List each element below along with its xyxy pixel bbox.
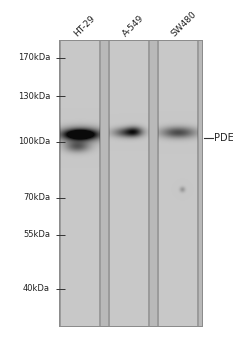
Text: A-549: A-549 [121,14,146,38]
Text: PDE4D: PDE4D [214,133,233,143]
Text: 70kDa: 70kDa [23,193,50,202]
Text: 100kDa: 100kDa [18,137,50,146]
Text: 55kDa: 55kDa [23,230,50,239]
Text: SW480: SW480 [170,10,198,38]
Text: 40kDa: 40kDa [23,284,50,293]
Text: 170kDa: 170kDa [18,53,50,62]
Text: HT-29: HT-29 [72,14,96,38]
Text: 130kDa: 130kDa [18,92,50,101]
